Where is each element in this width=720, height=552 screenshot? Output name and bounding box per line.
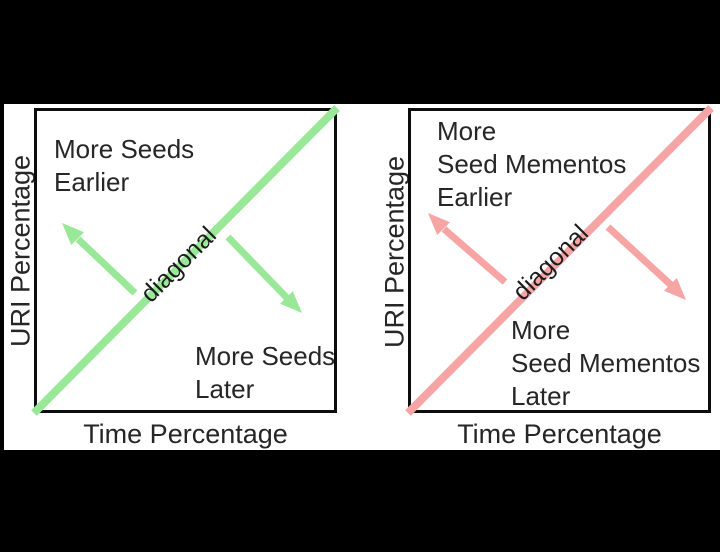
- left-arrow-up-left-shaft: [75, 236, 138, 296]
- right-plot-box: More Seed Mementos Earlier More Seed Mem…: [405, 105, 714, 416]
- left-annotation-top-left: More Seeds Earlier: [54, 133, 194, 199]
- right-annotation-bottom-right-line3: Later: [511, 381, 571, 411]
- right-annotation-top-left-line3: Earlier: [437, 182, 513, 212]
- left-plot-graphics: [31, 105, 340, 416]
- right-y-axis-label: URI Percentage: [379, 155, 410, 349]
- left-annotation-bottom-right: More Seeds Later: [195, 340, 335, 406]
- left-arrow-down-right-shaft: [225, 234, 290, 301]
- right-annotation-top-left-line1: More: [437, 116, 497, 146]
- right-plot-graphics: [405, 105, 714, 416]
- left-annotation-top-left-line2: Earlier: [54, 167, 130, 197]
- left-annotation-bottom-right-line2: Later: [195, 374, 255, 404]
- right-annotation-top-left-line2: Seed Mementos: [437, 149, 627, 179]
- left-arrow-up-left-head: [62, 223, 84, 245]
- left-y-axis-label: URI Percentage: [5, 154, 36, 348]
- right-annotation-top-left: More Seed Mementos Earlier: [437, 115, 626, 214]
- left-annotation-top-left-line1: More Seeds: [54, 134, 195, 164]
- right-annotation-bottom-right: More Seed Mementos Later: [511, 314, 700, 413]
- right-arrow-up-left-head: [428, 213, 450, 235]
- right-annotation-bottom-right-line2: Seed Mementos: [511, 348, 701, 378]
- right-arrow-up-left-shaft: [441, 226, 508, 285]
- right-arrow-down-right-shaft: [605, 224, 674, 288]
- right-diagonal-line: [405, 105, 714, 416]
- right-x-axis-label: Time Percentage: [457, 419, 662, 449]
- left-arrow-down-right-head: [280, 291, 302, 313]
- right-annotation-bottom-right-line1: More: [511, 315, 571, 345]
- left-plot-box: More Seeds Earlier More Seeds Later diag…: [31, 105, 340, 416]
- left-x-axis-label: Time Percentage: [83, 419, 288, 449]
- left-annotation-bottom-right-line1: More Seeds: [195, 341, 336, 371]
- left-diagonal-line: [31, 105, 340, 416]
- right-arrow-down-right-head: [664, 278, 686, 300]
